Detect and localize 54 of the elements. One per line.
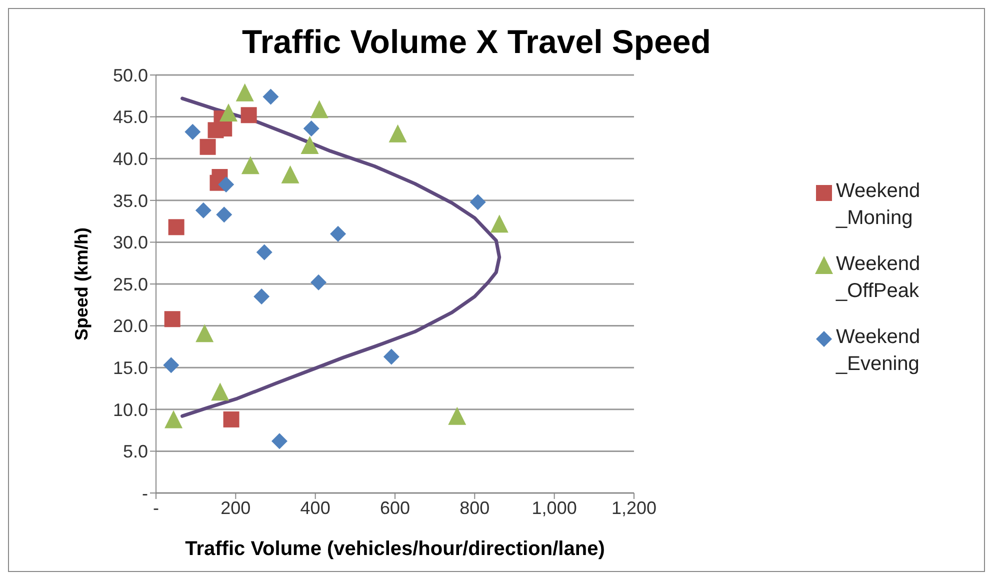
y-tick-label: 5.0 — [122, 442, 148, 462]
x-axis-title: Traffic Volume (vehicles/hour/direction/lane) — [185, 538, 605, 560]
chart-title: Traffic Volume X Travel Speed — [241, 23, 712, 61]
y-tick-label: 15.0 — [112, 358, 148, 378]
point — [383, 348, 400, 365]
point — [164, 410, 183, 428]
x-tick-label: 1,200 — [611, 498, 657, 518]
point — [310, 100, 328, 118]
point — [254, 288, 270, 305]
point — [256, 244, 272, 260]
point — [300, 136, 319, 154]
point — [470, 194, 486, 210]
x-tick-label: 1,000 — [532, 498, 577, 518]
point — [223, 411, 240, 428]
point — [281, 165, 300, 184]
legend-label: Weekend _OffPeak — [836, 252, 922, 304]
point — [388, 124, 407, 142]
y-tick-label: 10.0 — [112, 400, 148, 420]
point — [219, 103, 238, 122]
legend-label: Weekend _Moning — [836, 178, 922, 230]
point — [330, 226, 346, 242]
point — [218, 176, 234, 193]
point — [490, 214, 508, 233]
legend-label: Weekend _Evening — [836, 324, 922, 376]
point — [211, 382, 230, 401]
point — [448, 406, 466, 425]
y-tick-label: 25.0 — [112, 274, 148, 294]
point — [236, 83, 254, 102]
y-tick-label: 20.0 — [112, 316, 148, 336]
x-tick-label: 400 — [300, 498, 330, 518]
y-tick-label: 35.0 — [112, 190, 148, 211]
point — [241, 156, 260, 174]
point — [164, 311, 180, 328]
point — [240, 107, 257, 124]
point — [163, 357, 180, 374]
point — [303, 120, 320, 137]
point — [271, 433, 288, 450]
y-tick-label: - — [142, 483, 148, 504]
point — [200, 138, 216, 155]
x-tick-label: 600 — [380, 498, 410, 518]
y-tick-label: 30.0 — [112, 232, 148, 253]
y-axis-title: Speed (km/h) — [71, 227, 92, 341]
point — [216, 206, 232, 223]
y-tick-label: 45.0 — [112, 107, 148, 128]
point — [196, 324, 214, 342]
point — [195, 202, 212, 218]
point — [168, 219, 184, 236]
y-tick-label: 40.0 — [112, 148, 148, 169]
point — [262, 88, 279, 105]
point — [184, 124, 201, 140]
point — [310, 274, 327, 290]
x-tick-label: 200 — [220, 498, 251, 518]
y-tick-label: 50.0 — [112, 65, 148, 86]
x-tick-label: 800 — [460, 498, 490, 518]
